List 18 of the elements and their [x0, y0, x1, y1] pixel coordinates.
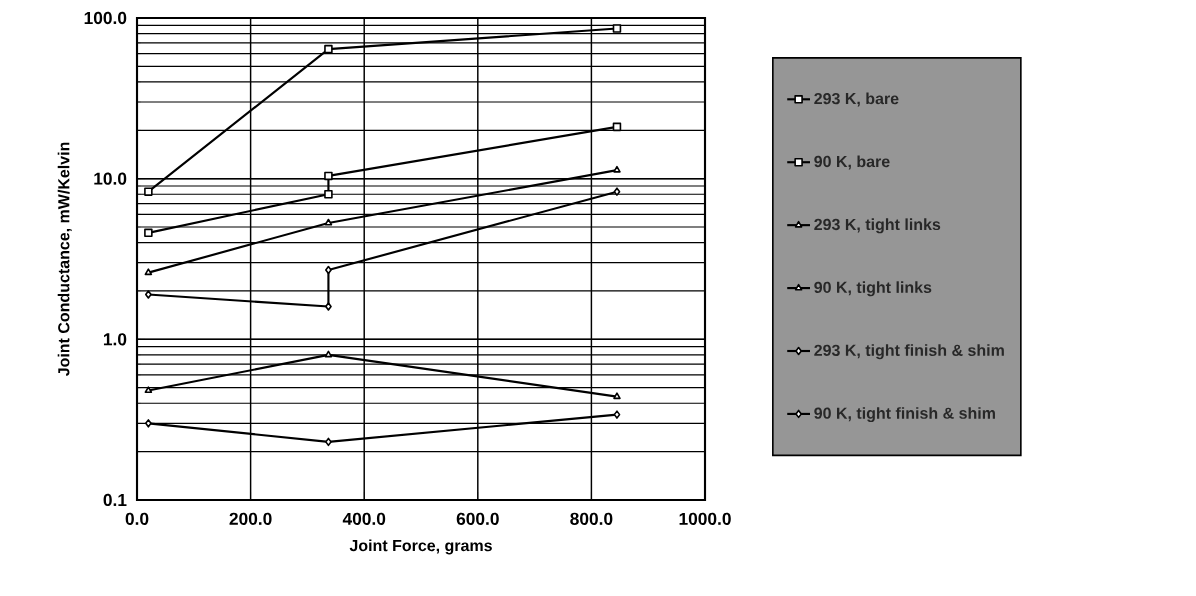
x-tick-label: 800.0 [570, 512, 613, 525]
x-axis-title: Joint Force, grams [349, 539, 492, 555]
legend-label: 293 K, tight links [814, 218, 941, 234]
x-tick-label: 200.0 [229, 512, 272, 525]
y-tick-label: 0.1 [103, 493, 127, 507]
legend-label: 90 K, tight links [814, 281, 932, 297]
legend-label: 90 K, tight finish & shim [814, 407, 995, 423]
legend-label: 293 K, tight finish & shim [814, 344, 1004, 360]
y-tick-label: 1.0 [103, 333, 127, 346]
y-tick-label: 100.0 [84, 11, 127, 25]
legend-label: 293 K, bare [814, 92, 899, 107]
x-tick-label: 1000.0 [679, 512, 731, 525]
x-tick-label: 400.0 [342, 512, 386, 525]
y-axis-title: Joint Conductance, mW/Kelvin [57, 142, 72, 377]
legend-label: 90 K, bare [814, 155, 890, 170]
y-tick-label: 10.0 [94, 172, 127, 185]
x-tick-label: 600.0 [456, 512, 499, 525]
x-tick-label: 0.0 [125, 512, 149, 525]
